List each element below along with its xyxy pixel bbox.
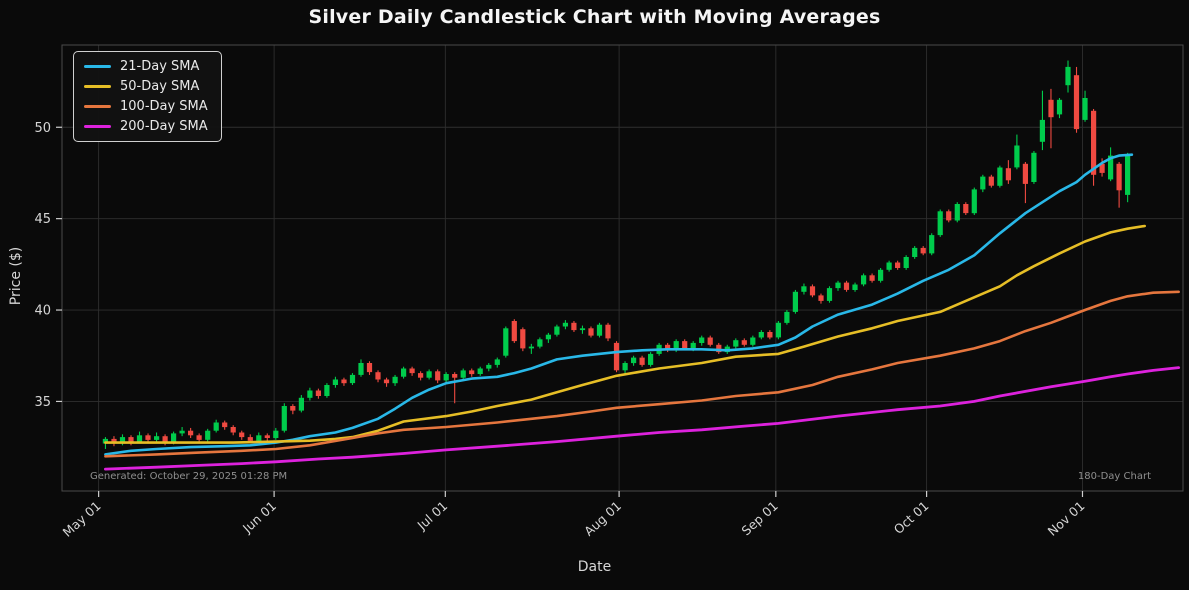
legend-label: 21-Day SMA (120, 59, 200, 74)
svg-text:Jun 01: Jun 01 (239, 498, 279, 536)
legend-item: 21-Day SMA (84, 59, 208, 74)
50-day-sma-line (104, 224, 1146, 444)
legend-label: 50-Day SMA (120, 79, 200, 94)
range-note: 180-Day Chart (1077, 471, 1151, 482)
legend-item: 50-Day SMA (84, 79, 208, 94)
y-axis-label: Price ($) (8, 246, 24, 306)
legend-line-swatch (84, 104, 111, 109)
generated-note: Generated: October 29, 2025 01:28 PM (90, 471, 288, 482)
x-axis-label: Date (577, 559, 612, 575)
legend: 21-Day SMA 50-Day SMA 100-Day SMA 200-Day S… (73, 51, 222, 142)
svg-text:Nov 01: Nov 01 (1045, 498, 1088, 539)
svg-text:Oct 01: Oct 01 (891, 498, 932, 537)
svg-text:Aug 01: Aug 01 (581, 498, 624, 539)
svg-text:40: 40 (34, 304, 51, 319)
200-day-sma-line (104, 366, 1181, 471)
candlestick-series (102, 60, 1131, 449)
svg-text:Jul 01: Jul 01 (414, 498, 451, 533)
gridlines (62, 45, 1183, 491)
svg-text:50: 50 (34, 121, 51, 136)
legend-line-swatch (84, 64, 111, 69)
svg-text:May 01: May 01 (60, 498, 104, 540)
legend-item: 200-Day SMA (84, 119, 208, 134)
legend-label: 200-Day SMA (120, 119, 208, 134)
svg-text:45: 45 (34, 212, 51, 227)
chart-title: Silver Daily Candlestick Chart with Movi… (308, 6, 881, 28)
legend-line-swatch (84, 84, 111, 89)
legend-line-swatch (84, 124, 111, 129)
legend-label: 100-Day SMA (120, 99, 208, 114)
100-day-sma-line (104, 290, 1180, 458)
legend-item: 100-Day SMA (84, 99, 208, 114)
21-day-sma-line (104, 153, 1134, 456)
axes-spines (61, 44, 1184, 492)
svg-text:Sep 01: Sep 01 (739, 498, 781, 538)
svg-text:35: 35 (34, 395, 51, 410)
